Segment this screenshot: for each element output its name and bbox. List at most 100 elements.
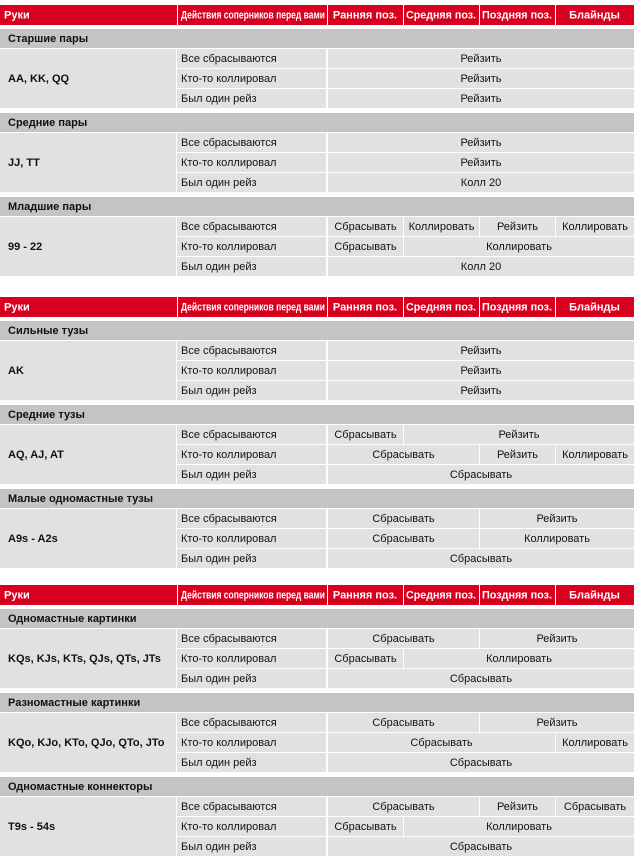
value-label: Рейзить [460, 157, 501, 169]
action-cell [177, 753, 326, 772]
value-label: Сбрасывать [372, 633, 435, 645]
header-label: Поздняя поз. [482, 589, 552, 601]
value-cell [328, 361, 634, 380]
value-label: Сбрасывать [410, 737, 473, 749]
value-label: Рейзить [498, 429, 539, 441]
header-cell [178, 297, 327, 317]
action-cell [177, 173, 326, 192]
value-label: Коллировать [486, 821, 552, 833]
value-cell [404, 425, 634, 444]
value-label: Сбрасывать [334, 821, 397, 833]
value-cell [556, 217, 634, 236]
header-cell [480, 585, 555, 605]
value-cell [404, 237, 634, 256]
hand-label: KQo, KJo, KTo, QJo, QTo, JTo [8, 737, 165, 749]
group-title: Средние пары [8, 117, 87, 129]
hand-cell [0, 341, 176, 400]
header-cell [556, 297, 634, 317]
action-label: Был один рейз [181, 757, 257, 769]
value-cell [328, 529, 479, 548]
group-title: Старшие пары [8, 33, 88, 45]
value-cell [404, 649, 634, 668]
value-label: Рейзить [497, 801, 538, 813]
value-cell [328, 797, 479, 816]
value-cell [328, 341, 634, 360]
action-cell [177, 837, 326, 856]
value-label: Сбрасывать [372, 533, 435, 545]
value-label: Сбрасывать [372, 513, 435, 525]
action-cell [177, 69, 326, 88]
action-label: Все сбрасываются [181, 801, 277, 813]
header-cell [404, 5, 479, 25]
header-cell [328, 5, 403, 25]
value-cell [328, 69, 634, 88]
header-label: Действия соперников перед вами [181, 301, 325, 313]
value-cell [480, 509, 634, 528]
hand-cell [0, 509, 176, 568]
header-cell [0, 585, 177, 605]
header-label: Ранняя поз. [333, 301, 397, 313]
value-label: Сбрасывать [450, 757, 513, 769]
action-label: Кто-то коллировал [181, 533, 276, 545]
value-cell [556, 733, 634, 752]
action-label: Кто-то коллировал [181, 653, 276, 665]
header-cell [404, 585, 479, 605]
value-label: Коллировать [486, 241, 552, 253]
value-cell [328, 733, 555, 752]
hand-label: A9s - A2s [8, 533, 58, 545]
value-cell [328, 649, 403, 668]
hand-label: AA, KK, QQ [8, 73, 70, 85]
value-cell [328, 753, 634, 772]
value-label: Сбрасывать [450, 553, 513, 565]
value-cell [480, 797, 555, 816]
header-label: Средняя поз. [406, 301, 476, 313]
value-cell [328, 549, 634, 568]
group-title-bar [0, 321, 634, 340]
action-cell [177, 445, 326, 464]
value-cell [328, 153, 634, 172]
value-label: Сбрасывать [334, 653, 397, 665]
hand-label: JJ, TT [8, 157, 40, 169]
group-title: Младшие пары [8, 201, 91, 213]
action-cell [177, 797, 326, 816]
action-label: Кто-то коллировал [181, 157, 276, 169]
header-cell [328, 297, 403, 317]
value-label: Рейзить [460, 385, 501, 397]
action-label: Был один рейз [181, 385, 257, 397]
action-cell [177, 529, 326, 548]
action-cell [177, 817, 326, 836]
group-title: Малые одномастные тузы [8, 493, 153, 505]
hand-label: T9s - 54s [8, 821, 55, 833]
header-label: Блайнды [569, 589, 620, 601]
action-cell [177, 341, 326, 360]
value-cell [328, 713, 479, 732]
header-label: Поздняя поз. [482, 301, 552, 313]
header-label: Ранняя поз. [333, 9, 397, 21]
action-label: Все сбрасываются [181, 633, 277, 645]
action-cell [177, 257, 326, 276]
header-label: Руки [4, 301, 30, 313]
value-label: Сбрасывать [450, 673, 513, 685]
value-label: Рейзить [497, 221, 538, 233]
action-label: Все сбрасываются [181, 513, 277, 525]
action-cell [177, 89, 326, 108]
value-cell [328, 217, 403, 236]
hand-cell [0, 797, 176, 856]
hand-cell [0, 217, 176, 276]
value-cell [328, 133, 634, 152]
action-label: Был один рейз [181, 469, 257, 481]
value-cell [328, 257, 634, 276]
group-title-bar [0, 693, 634, 712]
group-title: Разномастные картинки [8, 697, 140, 709]
value-cell [328, 465, 634, 484]
header-cell [480, 5, 555, 25]
action-cell [177, 629, 326, 648]
action-label: Все сбрасываются [181, 53, 277, 65]
group-title: Сильные тузы [8, 325, 88, 337]
action-cell [177, 133, 326, 152]
value-cell [480, 217, 555, 236]
value-cell [328, 445, 479, 464]
group-title: Одномастные коннекторы [8, 781, 152, 793]
header-cell [178, 5, 327, 25]
hand-cell [0, 49, 176, 108]
